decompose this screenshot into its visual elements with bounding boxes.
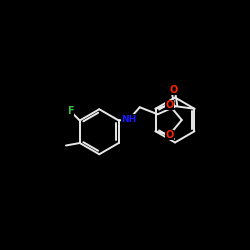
- Text: O: O: [169, 85, 177, 95]
- Text: F: F: [67, 106, 73, 116]
- Text: O: O: [165, 130, 173, 140]
- Text: O: O: [165, 100, 173, 110]
- Text: NH: NH: [122, 115, 137, 124]
